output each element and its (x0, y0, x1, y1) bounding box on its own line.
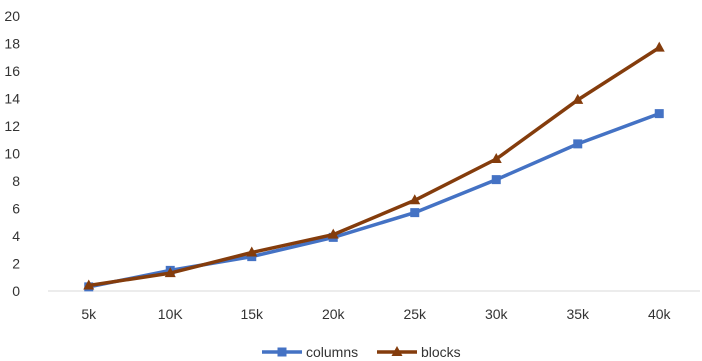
data-point-blocks (164, 267, 176, 278)
y-tick-label: 2 (12, 256, 20, 272)
legend-item-blocks: blocks (377, 344, 461, 360)
data-point-blocks (327, 228, 339, 239)
data-point-blocks (490, 153, 502, 163)
legend-swatch-marker (391, 346, 403, 356)
x-tick-label: 30k (485, 306, 509, 322)
data-point-blocks (653, 41, 665, 52)
legend-item-columns: columns (262, 344, 358, 360)
x-tick-label: 35k (566, 306, 590, 322)
y-tick-label: 0 (12, 283, 20, 299)
y-tick-label: 4 (12, 228, 20, 244)
data-point-columns (654, 109, 664, 119)
data-point-columns (410, 208, 420, 218)
y-tick-label: 12 (4, 118, 20, 134)
y-tick-label: 20 (4, 8, 20, 24)
series-line-blocks (87, 45, 662, 288)
y-tick-label: 8 (12, 173, 20, 189)
data-point-columns (573, 139, 583, 149)
x-tick-label: 15k (240, 306, 264, 322)
legend: columns blocks (262, 344, 461, 360)
x-tick-label: 40k (648, 306, 672, 322)
data-point-blocks (246, 246, 258, 257)
data-point-blocks (572, 93, 584, 104)
y-tick-label: 14 (4, 91, 20, 107)
x-tick-label: 5k (81, 306, 97, 322)
series-layer (83, 41, 665, 292)
y-tick-label: 18 (4, 36, 20, 52)
x-tick-label: 10K (158, 306, 184, 322)
x-tick-label: 25k (403, 306, 427, 322)
data-point-blocks (409, 194, 421, 205)
y-tick-label: 16 (4, 63, 20, 79)
data-point-blocks (83, 279, 95, 290)
data-point-columns (247, 252, 257, 262)
y-tick-label: 6 (12, 201, 20, 217)
legend-label: columns (306, 344, 358, 360)
x-axis-ticks: 5k 10K 15k 20k 25k 30k 35k 40k (81, 306, 671, 322)
data-point-columns (491, 175, 501, 185)
legend-swatch-marker (277, 347, 287, 357)
x-tick-label: 20k (322, 306, 346, 322)
y-axis-ticks: 0 2 4 6 8 10 12 14 16 18 20 (4, 8, 20, 299)
legend-label: blocks (421, 344, 461, 360)
y-tick-label: 10 (4, 146, 20, 162)
